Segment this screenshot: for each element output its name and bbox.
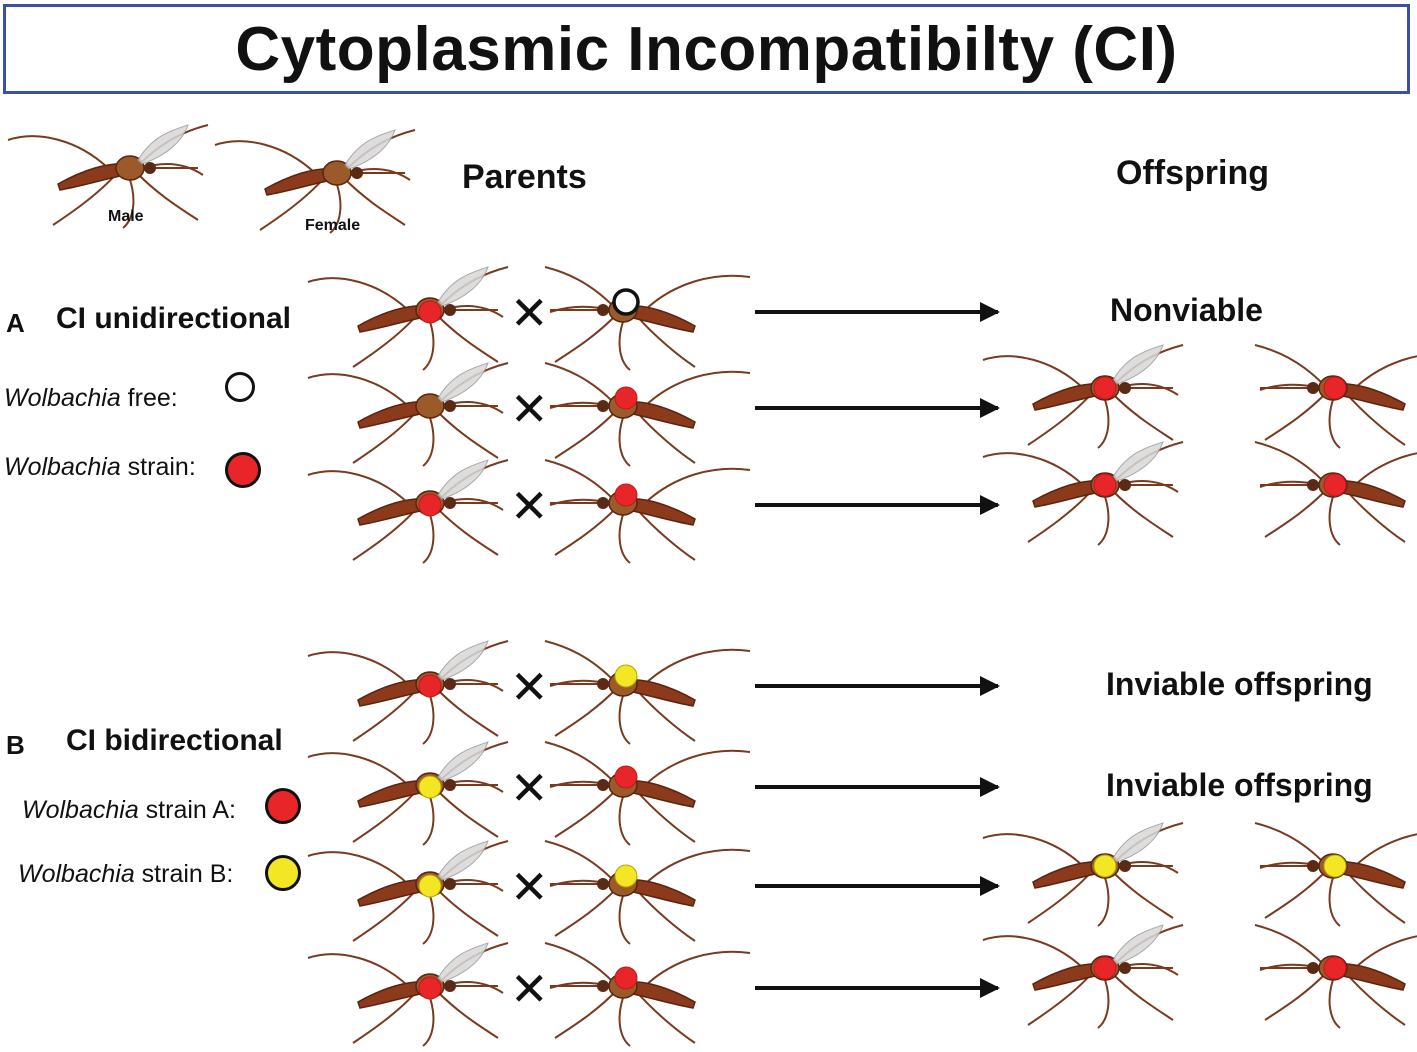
section-b-cross-1-male-wolbachia-dot: [418, 674, 442, 698]
section-a-cross-1-female-wolbachia-dot: [612, 288, 640, 316]
section-b-cross-3-male-mosquito: [307, 840, 509, 945]
key-male-label: Male: [108, 208, 144, 225]
section-a-cross-1-male-mosquito: [307, 266, 509, 371]
legend-b-strain-b-dot: [265, 855, 301, 891]
section-b-cross-2-female-mosquito: [544, 741, 751, 846]
section-a-cross-2-offspring-1-mosquito: [982, 344, 1184, 449]
section-b-cross-4-offspring-1-mosquito: [982, 924, 1184, 1029]
section-b-cross-4-female-mosquito: [544, 942, 751, 1047]
legend-a-strain-dot: [225, 452, 261, 488]
legend-a-strain: Wolbachia strain:: [4, 453, 196, 481]
section-b-cross-3-male-wolbachia-dot: [418, 874, 442, 898]
section-b-cross-2-outcome-label: Inviable offspring: [1106, 767, 1373, 803]
section-a-cross-2-cross-symbol: ✕: [510, 383, 549, 435]
section-a-cross-1-female-mosquito: [544, 266, 751, 371]
section-a-cross-3-cross-symbol: ✕: [510, 480, 549, 532]
section-b-cross-3-offspring-1-mosquito: [982, 822, 1184, 927]
legend-b-strain-a: Wolbachia strain A:: [22, 796, 236, 824]
section-a-title: CI unidirectional: [56, 302, 292, 335]
key-female-label: Female: [305, 217, 361, 234]
section-b-cross-3-offspring-2-wolbachia-dot: [1323, 854, 1347, 878]
page-title: Cytoplasmic Incompatibilty (CI): [235, 14, 1178, 84]
offspring-header: Offspring: [1116, 154, 1269, 192]
section-b-cross-2-female-wolbachia-dot: [614, 765, 638, 789]
section-a-cross-3-offspring-1-wolbachia-dot: [1093, 473, 1117, 497]
section-b-cross-4-male-wolbachia-dot: [418, 976, 442, 1000]
section-b-cross-4-cross-symbol: ✕: [510, 963, 549, 1015]
section-b-cross-1-outcome-label: Inviable offspring: [1106, 666, 1373, 702]
section-a-cross-3-female-mosquito: [544, 459, 751, 564]
section-a-cross-3-offspring-1-mosquito: [982, 441, 1184, 546]
section-b-cross-1-female-wolbachia-dot: [614, 664, 638, 688]
section-a-cross-3-male-mosquito: [307, 459, 509, 564]
title-box: Cytoplasmic Incompatibilty (CI): [3, 4, 1410, 94]
legend-a-free: Wolbachia free:: [4, 384, 178, 412]
section-b-cross-4-male-mosquito: [307, 942, 509, 1047]
section-b-cross-4-offspring-1-wolbachia-dot: [1093, 956, 1117, 980]
parents-header: Parents: [462, 158, 587, 196]
section-a-letter: A: [6, 308, 25, 338]
section-a-cross-2-female-wolbachia-dot: [614, 386, 638, 410]
section-b-cross-4-female-wolbachia-dot: [614, 966, 638, 990]
legend-a-free-dot: [225, 372, 255, 402]
section-a-cross-1-outcome-label: Nonviable: [1110, 292, 1263, 328]
section-b-cross-4-offspring-2-wolbachia-dot: [1323, 956, 1347, 980]
section-b-cross-2-cross-symbol: ✕: [510, 762, 549, 814]
section-a-cross-3-offspring-2-wolbachia-dot: [1323, 473, 1347, 497]
section-b-cross-3-offspring-1-wolbachia-dot: [1093, 854, 1117, 878]
section-b-cross-2-male-mosquito: [307, 741, 509, 846]
section-b-cross-3-female-mosquito: [544, 840, 751, 945]
section-b-letter: B: [6, 730, 25, 760]
legend-b-strain-a-dot: [265, 788, 301, 824]
section-a-cross-3-female-wolbachia-dot: [614, 483, 638, 507]
section-a-cross-2-offspring-2-wolbachia-dot: [1323, 376, 1347, 400]
section-a-cross-1-male-wolbachia-dot: [418, 300, 442, 324]
section-a-cross-2-male-mosquito: [307, 362, 509, 467]
section-b-cross-3-cross-symbol: ✕: [510, 861, 549, 913]
section-b-cross-1-cross-symbol: ✕: [510, 661, 549, 713]
section-b-cross-2-male-wolbachia-dot: [418, 775, 442, 799]
section-b-cross-1-female-mosquito: [544, 640, 751, 745]
legend-b-strain-b: Wolbachia strain B:: [18, 860, 234, 888]
section-a-cross-2-offspring-1-wolbachia-dot: [1093, 376, 1117, 400]
section-b-title: CI bidirectional: [66, 724, 283, 757]
section-a-cross-2-female-mosquito: [544, 362, 751, 467]
section-b-cross-1-male-mosquito: [307, 640, 509, 745]
section-a-cross-1-cross-symbol: ✕: [510, 287, 549, 339]
section-a-cross-3-male-wolbachia-dot: [418, 493, 442, 517]
section-b-cross-3-female-wolbachia-dot: [614, 864, 638, 888]
